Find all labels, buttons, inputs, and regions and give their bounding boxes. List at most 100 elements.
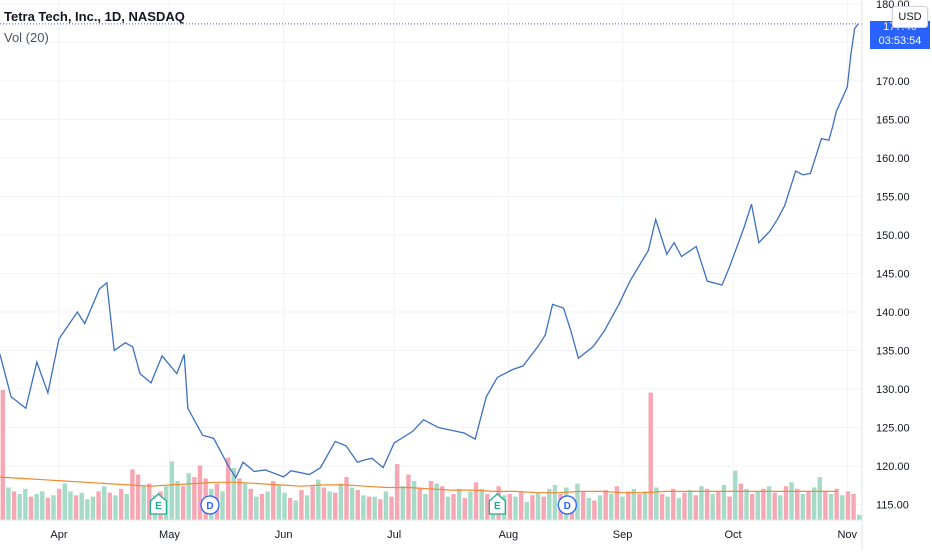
volume-bar	[62, 483, 68, 520]
volume-bar	[304, 495, 310, 520]
volume-bar	[197, 465, 203, 520]
volume-bar	[400, 486, 406, 520]
time-axis-labels: Apr May Jun Jul Aug Sep Oct Nov	[50, 529, 857, 541]
earnings-marker-icon[interactable]: E	[488, 493, 506, 515]
volume-bar	[479, 488, 484, 520]
volume-bar	[817, 477, 822, 520]
volume-bar	[665, 496, 670, 520]
y-tick-label: 145.00	[876, 268, 910, 280]
x-tick-label: Nov	[837, 529, 857, 541]
dividend-marker-icon[interactable]: D	[557, 495, 577, 515]
volume-bar	[28, 496, 34, 520]
volume-bar	[710, 494, 715, 520]
volume-bar	[293, 500, 299, 520]
volume-bar	[231, 468, 237, 520]
volume-bar	[428, 481, 434, 520]
y-tick-label: 165.00	[876, 114, 910, 126]
volume-bar	[411, 481, 417, 520]
volume-bar	[468, 491, 473, 520]
volume-bar	[456, 488, 462, 520]
volume-bar	[794, 488, 800, 520]
volume-bar	[473, 482, 479, 520]
earnings-marker-icon[interactable]: E	[149, 493, 168, 515]
y-tick-label: 170.00	[876, 76, 910, 88]
volume-bar	[220, 491, 225, 520]
event-marker-label: D	[564, 501, 571, 512]
volume-bar	[56, 488, 62, 520]
volume-bar	[394, 464, 400, 520]
volume-bar	[704, 488, 710, 520]
volume-bar	[79, 492, 84, 520]
event-marker-label: E	[155, 501, 162, 512]
volume-bar	[310, 486, 315, 520]
volume-bar	[186, 473, 191, 520]
volume-bar	[90, 496, 96, 520]
volume-bar	[772, 492, 777, 520]
dividend-marker-shape	[557, 495, 577, 515]
countdown-tag: 03:53:54	[870, 34, 930, 49]
event-marker-label: D	[206, 501, 213, 512]
volume-bar	[592, 500, 597, 520]
x-tick-label: Apr	[50, 529, 67, 541]
volume-bar	[789, 482, 794, 520]
x-tick-label: May	[159, 529, 180, 541]
volume-bar	[620, 496, 625, 520]
x-tick-label: Jun	[275, 529, 293, 541]
volume-bar	[586, 497, 591, 520]
volume-bar	[180, 486, 186, 520]
volume-bar	[699, 486, 704, 520]
volume-bar	[102, 486, 107, 520]
x-tick-label: Oct	[725, 529, 742, 541]
volume-bar	[524, 501, 529, 520]
dividend-marker-icon[interactable]: D	[200, 495, 220, 515]
volume-bar	[51, 495, 56, 520]
volume-bar	[124, 494, 129, 520]
volume-bar	[687, 490, 693, 520]
earnings-marker-shape	[149, 493, 168, 515]
volume-bar	[68, 491, 73, 520]
volume-bar	[349, 487, 355, 520]
y-tick-label: 150.00	[876, 230, 910, 242]
volume-bar	[355, 490, 360, 520]
volume-bar	[778, 495, 783, 520]
volume-bar	[445, 496, 451, 520]
volume-bar	[575, 483, 580, 520]
volume-bar	[727, 496, 732, 520]
volume-bar	[755, 491, 760, 520]
volume-bar	[248, 488, 253, 520]
volume-bar	[659, 494, 665, 520]
volume-bar	[107, 492, 113, 520]
volume-bar	[73, 495, 79, 520]
symbol-title[interactable]: Tetra Tech, Inc., 1D, NASDAQ	[4, 9, 185, 24]
volume-bar	[40, 491, 45, 520]
volume-bar	[406, 474, 411, 520]
volume-bar	[372, 496, 377, 520]
volume-bar	[85, 499, 90, 520]
volume-bar	[34, 494, 39, 520]
volume-bar	[834, 488, 839, 520]
volume-indicator-label[interactable]: Vol (20)	[4, 30, 49, 45]
volume-bar	[631, 488, 637, 520]
y-tick-label: 160.00	[876, 153, 910, 165]
volume-bar	[507, 494, 513, 520]
volume-bar	[23, 488, 28, 520]
volume-bar	[682, 492, 687, 520]
currency-button[interactable]: USD	[892, 6, 928, 28]
volume-bar	[462, 497, 468, 520]
volume-bar	[535, 492, 541, 520]
volume-bar	[811, 487, 817, 520]
volume-bar	[383, 491, 389, 520]
volume-bar	[744, 488, 749, 520]
volume-bar	[738, 483, 744, 520]
volume-bar	[840, 495, 845, 520]
volume-ma-line	[0, 476, 838, 494]
volume-bar	[417, 487, 422, 520]
volume-bar	[242, 483, 248, 520]
volume-bar	[541, 496, 546, 520]
price-line	[0, 23, 859, 479]
volume-bar	[451, 494, 456, 520]
volume-bar	[276, 484, 282, 520]
volume-bar	[733, 470, 738, 520]
